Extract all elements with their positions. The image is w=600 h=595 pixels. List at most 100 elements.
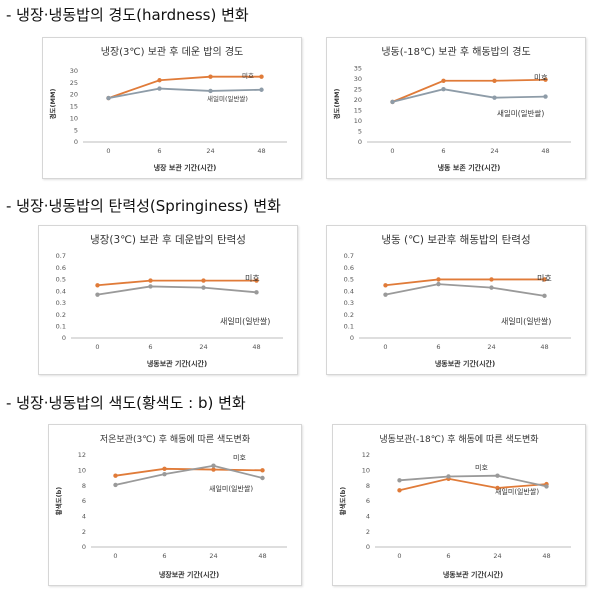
x-tick-label: 48 <box>542 552 550 560</box>
x-tick-label: 6 <box>162 552 166 560</box>
x-tick-label: 48 <box>541 147 549 155</box>
data-point <box>446 474 451 479</box>
x-tick-label: 24 <box>206 147 214 155</box>
data-point <box>489 285 494 290</box>
series-label: 새일미(일반쌀) <box>497 109 544 118</box>
series-line-1 <box>385 283 545 297</box>
data-point <box>157 78 162 83</box>
data-point <box>208 88 213 94</box>
y-tick-label: 0.1 <box>344 322 354 330</box>
data-point <box>211 463 216 468</box>
x-tick-label: 24 <box>209 552 217 560</box>
y-tick-label: 0.5 <box>56 276 66 284</box>
y-tick-label: 0.2 <box>56 311 66 319</box>
series-label: 새일미(일반쌀) <box>501 317 551 326</box>
x-axis-label: 냉장보관 기간(시간) <box>159 570 219 579</box>
data-point <box>544 484 549 489</box>
x-tick-label: 0 <box>113 552 117 560</box>
chart-title: 냉장(3℃) 보관 후 데운밥의 탄력성 <box>90 234 246 246</box>
x-tick-label: 0 <box>106 147 110 155</box>
chart-title: 냉동보관(-18℃) 후 해동에 따른 색도변화 <box>379 434 538 445</box>
section-heading-color: - 냉장·냉동밥의 색도(황색도 : b) 변화 <box>6 394 246 412</box>
y-tick-label: 12 <box>362 451 370 459</box>
chart-frozen-springiness: 냉동 (℃) 보관후 해동밥의 탄력성 0 0.1 0.2 0.3 0.4 0.5 0.6 0.… <box>326 225 586 375</box>
data-point <box>542 277 547 282</box>
series-line-1 <box>115 464 263 486</box>
series-line-1 <box>392 88 546 103</box>
x-tick-label: 48 <box>257 147 265 155</box>
data-point <box>436 277 441 282</box>
data-point <box>441 78 446 83</box>
series-line-1 <box>97 285 257 296</box>
data-point <box>543 77 548 82</box>
data-point <box>254 290 259 295</box>
series-line-0 <box>97 279 257 287</box>
data-point <box>397 478 402 483</box>
y-axis-label: 황색도(b) <box>54 487 63 516</box>
y-tick-label: 25 <box>354 85 362 93</box>
x-axis-label: 냉동 보존 기간(시간) <box>438 163 501 172</box>
chart-title: 냉장(3℃) 보관 후 데운 밥의 경도 <box>101 45 244 58</box>
series-label: 미호 <box>242 71 254 80</box>
x-tick-label: 6 <box>157 147 161 155</box>
series-line-0 <box>392 78 546 103</box>
y-tick-label: 0 <box>74 138 78 146</box>
y-tick-label: 4 <box>366 513 370 521</box>
y-tick-label: 5 <box>358 128 362 136</box>
chart-title: 냉동(-18℃) 보관 후 해동밥의 경도 <box>381 45 530 58</box>
series-label: 미호 <box>245 274 260 283</box>
chart-refrigerated-hardness: 냉장(3℃) 보관 후 데운 밥의 경도 0 5 10 15 20 25 30 0 6 24 48 냉장… <box>42 37 302 179</box>
data-point <box>211 467 216 472</box>
y-tick-label: 0 <box>358 138 362 146</box>
data-point <box>441 87 446 92</box>
y-tick-label: 10 <box>354 117 362 125</box>
data-point <box>95 283 100 288</box>
x-tick-label: 0 <box>397 552 401 560</box>
series-label: 미호 <box>233 453 246 462</box>
y-axis-label: 경도(MM) <box>332 89 341 120</box>
chart-title: 저온보관(3℃) 후 해동에 따른 색도변화 <box>100 434 250 445</box>
y-tick-label: 6 <box>82 497 86 505</box>
data-point <box>157 86 162 91</box>
data-point <box>113 473 118 478</box>
data-point <box>95 292 100 297</box>
data-point <box>201 278 206 283</box>
y-tick-label: 15 <box>70 103 78 111</box>
y-axis-label: 황색도(b) <box>338 487 347 516</box>
y-tick-label: 6 <box>366 497 370 505</box>
x-tick-label: 24 <box>199 343 207 351</box>
series-line-0 <box>108 75 262 99</box>
y-tick-label: 0.7 <box>344 252 354 260</box>
y-tick-label: 25 <box>70 79 78 87</box>
data-point <box>383 283 388 288</box>
data-point <box>542 293 547 299</box>
y-tick-label: 5 <box>74 126 78 134</box>
data-point <box>495 485 500 491</box>
y-axis-label: 경도(MM) <box>48 89 57 120</box>
y-tick-label: 30 <box>354 75 362 83</box>
data-point <box>436 281 441 287</box>
series-label: 미호 <box>534 73 548 82</box>
x-tick-label: 0 <box>95 343 99 351</box>
y-tick-label: 0 <box>62 334 66 342</box>
data-point <box>259 87 264 92</box>
data-point <box>259 74 264 79</box>
x-axis-label: 냉장 보관 기간(시간) <box>154 163 217 172</box>
y-tick-label: 20 <box>354 96 362 104</box>
y-tick-label: 0.3 <box>344 299 354 307</box>
y-tick-label: 0.6 <box>56 264 66 272</box>
series-label: 미호 <box>475 463 488 472</box>
chart-title: 냉동 (℃) 보관후 해동밥의 탄력성 <box>381 233 530 246</box>
y-tick-label: 10 <box>362 467 370 475</box>
x-tick-label: 0 <box>390 147 394 155</box>
data-point <box>148 284 153 289</box>
y-tick-label: 0.4 <box>56 287 66 295</box>
x-tick-label: 48 <box>258 552 266 560</box>
x-tick-label: 0 <box>383 343 387 351</box>
data-point <box>390 99 395 105</box>
data-point <box>106 95 111 101</box>
y-tick-label: 0.1 <box>56 322 66 330</box>
series-line-1 <box>399 474 547 488</box>
series-label: 새일미(일반쌀) <box>220 317 270 326</box>
y-tick-label: 15 <box>354 107 362 115</box>
